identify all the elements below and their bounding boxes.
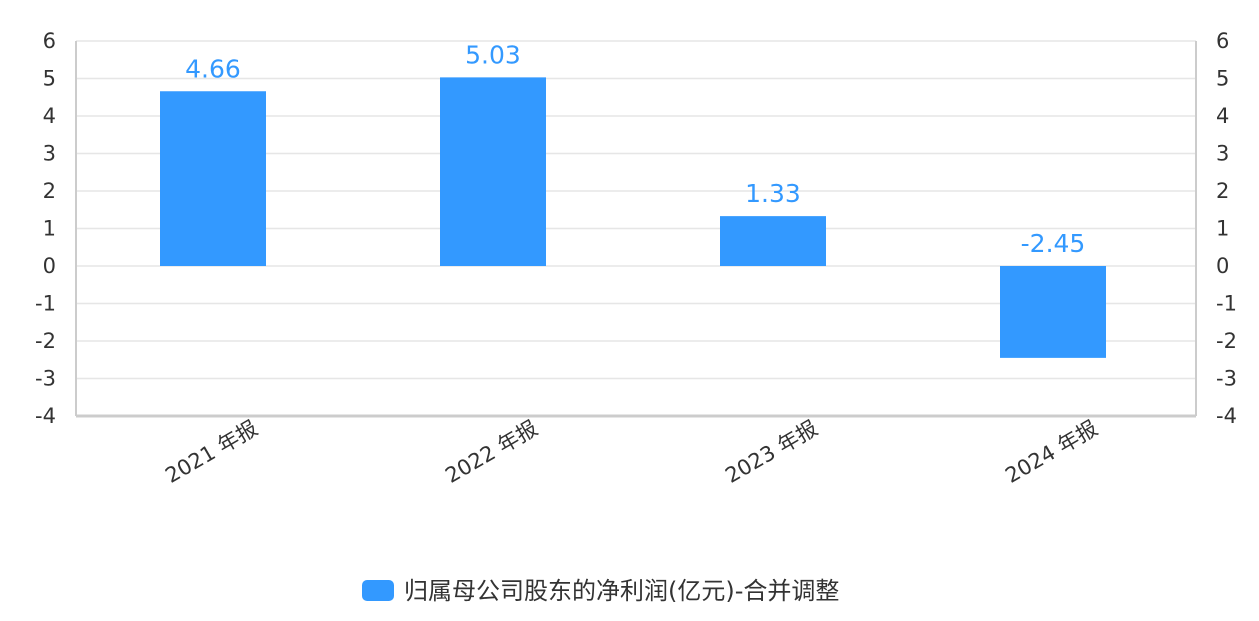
- right-tick-label: 1: [1216, 217, 1229, 241]
- left-tick-label: -2: [35, 329, 56, 353]
- left-tick-label: 0: [43, 254, 56, 278]
- legend-swatch: [362, 580, 394, 601]
- left-tick-label: 3: [43, 142, 56, 166]
- right-tick-label: 2: [1216, 179, 1229, 203]
- left-tick-label: 2: [43, 179, 56, 203]
- data-labels: 4.66 5.03 1.33 -2.45: [185, 40, 1085, 258]
- x-axis-category-labels: 2021 年报 2022 年报 2023 年报 2024 年报: [161, 416, 1101, 488]
- left-y-axis-ticks: 6 5 4 3 2 1 0 -1 -2 -3 -4: [35, 29, 56, 428]
- bar[interactable]: [720, 216, 826, 266]
- left-tick-label: -1: [35, 292, 56, 316]
- right-tick-label: 4: [1216, 104, 1229, 128]
- bar-value-label: 5.03: [465, 40, 521, 69]
- left-tick-label: -4: [35, 404, 56, 428]
- left-tick-label: 6: [43, 29, 56, 53]
- right-tick-label: -1: [1216, 292, 1237, 316]
- right-y-axis-ticks: 6 5 4 3 2 1 0 -1 -2 -3 -4: [1216, 29, 1237, 428]
- left-tick-label: 4: [43, 104, 56, 128]
- axes: [75, 41, 1197, 418]
- x-category-label: 2021 年报: [161, 416, 261, 488]
- bar-value-label: 1.33: [745, 179, 801, 208]
- right-tick-label: -3: [1216, 367, 1237, 391]
- bar-value-label: 4.66: [185, 54, 241, 83]
- bar[interactable]: [160, 91, 266, 266]
- left-tick-label: 5: [43, 67, 56, 91]
- bar-value-label: -2.45: [1021, 229, 1086, 258]
- bar[interactable]: [440, 77, 546, 266]
- right-tick-label: 0: [1216, 254, 1229, 278]
- legend-label: 归属母公司股东的净利润(亿元)-合并调整: [404, 577, 839, 605]
- left-tick-label: 1: [43, 217, 56, 241]
- x-category-label: 2022 年报: [441, 416, 541, 488]
- bar-series: [160, 77, 1106, 358]
- left-tick-label: -3: [35, 367, 56, 391]
- x-category-label: 2023 年报: [721, 416, 821, 488]
- x-category-label: 2024 年报: [1001, 416, 1101, 488]
- right-tick-label: -4: [1216, 404, 1237, 428]
- bar[interactable]: [1000, 266, 1106, 358]
- right-tick-label: 5: [1216, 67, 1229, 91]
- right-tick-label: 6: [1216, 29, 1229, 53]
- right-tick-label: 3: [1216, 142, 1229, 166]
- legend[interactable]: 归属母公司股东的净利润(亿元)-合并调整: [362, 577, 839, 605]
- right-tick-label: -2: [1216, 329, 1237, 353]
